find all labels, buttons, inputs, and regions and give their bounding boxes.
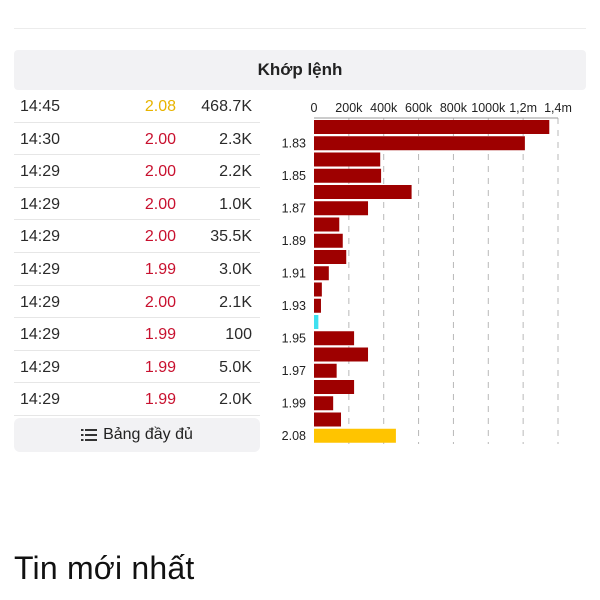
trade-volume: 2.3K [219, 130, 252, 148]
trade-time: 14:29 [20, 228, 61, 246]
trade-row: 14:29 1.99 3.0K [14, 253, 260, 286]
x-tick-label: 800k [440, 101, 468, 115]
trade-volume: 2.1K [219, 293, 252, 311]
trade-time: 14:45 [20, 98, 61, 115]
trade-volume: 5.0K [219, 358, 252, 376]
y-tick-label: 1.83 [282, 136, 306, 150]
x-tick-label: 200k [335, 101, 363, 115]
x-tick-label: 0 [311, 101, 318, 115]
trade-time: 14:29 [20, 163, 61, 181]
y-tick-label: 1.85 [282, 169, 306, 183]
top-divider [14, 28, 586, 29]
news-heading: Tin mới nhất [14, 550, 195, 586]
price-volume-bar [314, 347, 369, 362]
y-tick-label: 1.87 [282, 201, 306, 215]
price-volume-bar [314, 152, 381, 167]
trade-price: 2.00 [144, 195, 176, 213]
trade-row: 14:29 1.99 5.0K [14, 351, 260, 384]
x-tick-label: 1000k [471, 101, 506, 115]
x-tick-label: 1,4m [544, 101, 572, 115]
trade-volume: 35.5K [210, 228, 252, 246]
trade-row: 14:29 1.99 100 [14, 318, 260, 351]
trade-time: 14:29 [20, 293, 61, 311]
trade-price: 2.00 [144, 130, 176, 148]
price-volume-bar [314, 380, 355, 394]
price-volume-bar [314, 168, 382, 183]
y-tick-label: 1.97 [282, 364, 306, 378]
trade-volume: 2.0K [219, 391, 252, 409]
price-volume-bar [314, 201, 369, 216]
trade-price: 1.99 [144, 391, 176, 409]
trade-time: 14:29 [20, 260, 61, 278]
trade-row: 14:30 2.00 2.3K [14, 123, 260, 156]
x-tick-label: 1,2m [509, 101, 537, 115]
price-volume-bar [314, 185, 412, 199]
trade-price: 2.00 [144, 163, 176, 181]
y-tick-label: 2.08 [282, 429, 306, 443]
trade-volume: 1.0K [219, 195, 252, 213]
y-tick-label: 1.91 [282, 266, 306, 280]
trade-price: 1.99 [144, 260, 176, 278]
section-header: Khớp lệnh [14, 50, 586, 90]
trade-price: 1.99 [144, 358, 176, 376]
trade-volume: 100 [225, 326, 252, 344]
full-table-button[interactable]: Bảng đầy đủ [14, 418, 260, 452]
price-volume-bar [314, 331, 355, 346]
trade-row: 14:45 2.08 468.7K [14, 90, 260, 123]
trade-row: 14:29 1.99 2.0K [14, 383, 260, 416]
price-volume-bar [314, 412, 342, 427]
y-tick-label: 1.99 [282, 396, 306, 410]
trade-price: 2.08 [144, 98, 176, 115]
trade-volume: 3.0K [219, 260, 252, 278]
x-tick-label: 600k [405, 101, 433, 115]
trade-row: 14:29 2.00 35.5K [14, 220, 260, 253]
price-volume-bar [314, 217, 340, 232]
section-title: Khớp lệnh [257, 60, 343, 79]
price-volume-bar [314, 233, 343, 248]
y-tick-label: 1.89 [282, 234, 306, 248]
trade-row: 14:29 2.00 2.2K [14, 155, 260, 188]
price-volume-bar [314, 250, 347, 264]
trade-time: 14:30 [20, 130, 61, 148]
price-volume-bar [314, 363, 337, 378]
price-volume-bar [314, 396, 334, 411]
volume-by-price-chart: 0 200k 400k 600k 800k 1000k 1,2m 1,4m 1.83 1.85 1.… [282, 101, 572, 444]
price-volume-bar [314, 282, 322, 297]
trade-price: 2.00 [144, 293, 176, 311]
price-volume-bar [314, 136, 525, 151]
trade-price: 2.00 [144, 228, 176, 246]
trade-volume: 468.7K [201, 98, 252, 115]
y-tick-label: 1.95 [282, 331, 306, 345]
trade-row: 14:29 2.00 1.0K [14, 188, 260, 221]
trade-time: 14:29 [20, 326, 61, 344]
list-icon [81, 429, 98, 441]
price-volume-bar [314, 120, 550, 134]
trade-time: 14:29 [20, 358, 61, 376]
trade-list: 14:45 2.08 468.7K 14:30 2.00 2.3K 14:29 2.00 2.2… [14, 90, 260, 416]
price-volume-bar [314, 266, 329, 281]
trade-price: 1.99 [144, 326, 176, 344]
price-volume-bar [314, 298, 321, 313]
price-volume-bar [314, 428, 396, 443]
trade-row: 14:29 2.00 2.1K [14, 286, 260, 319]
full-table-label: Bảng đầy đủ [103, 426, 193, 443]
trade-time: 14:29 [20, 391, 61, 409]
x-tick-label: 400k [370, 101, 398, 115]
trade-volume: 2.2K [219, 163, 252, 181]
trade-time: 14:29 [20, 195, 61, 213]
y-tick-label: 1.93 [282, 299, 306, 313]
price-volume-bar [314, 315, 319, 329]
